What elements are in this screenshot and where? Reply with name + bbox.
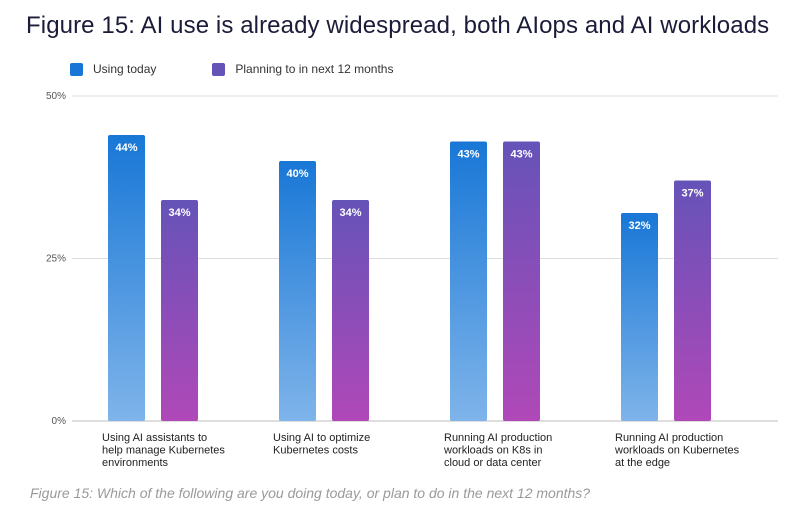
legend-label-planning: Planning to in next 12 months — [235, 62, 394, 76]
data-label: 43% — [457, 149, 479, 161]
legend-item-planning: Planning to in next 12 months — [212, 62, 393, 76]
x-category-label: Using AI to optimize Kubernetes costs — [273, 432, 370, 457]
bar-using-today-3 — [450, 141, 487, 421]
y-tick-label: 0% — [52, 416, 67, 427]
x-category-label: Running AI production workloads on Kubern… — [614, 432, 740, 469]
x-category-label: Using AI assistants to help manage Kubern… — [102, 432, 225, 469]
legend-swatch-using-today — [70, 62, 83, 76]
bar-planning-2 — [332, 200, 369, 421]
data-label: 34% — [168, 207, 190, 219]
x-category-label: Running AI production workloads on K8s in… — [443, 432, 552, 469]
bar-planning-1 — [161, 200, 198, 421]
data-label: 37% — [681, 188, 703, 200]
bar-using-today-2 — [279, 161, 316, 421]
bar-planning-3 — [503, 141, 540, 421]
bar-planning-4 — [674, 180, 711, 421]
legend-label-using-today: Using today — [93, 62, 157, 76]
data-label: 44% — [115, 142, 137, 154]
data-label: 43% — [510, 149, 532, 161]
y-tick-label: 50% — [46, 91, 66, 102]
data-label: 32% — [628, 220, 650, 232]
chart-title: Figure 15: AI use is already widespread,… — [26, 12, 770, 39]
data-label: 34% — [339, 207, 361, 219]
data-label: 40% — [286, 168, 308, 180]
legend-item-using-today: Using today — [70, 62, 156, 76]
legend-swatch-planning — [212, 62, 226, 76]
legend: Using today Planning to in next 12 month… — [70, 62, 449, 76]
bar-using-today-4 — [621, 213, 658, 421]
bar-using-today-1 — [108, 135, 145, 421]
figure-caption: Figure 15: Which of the following are yo… — [30, 485, 591, 501]
y-tick-label: 25% — [46, 254, 66, 265]
